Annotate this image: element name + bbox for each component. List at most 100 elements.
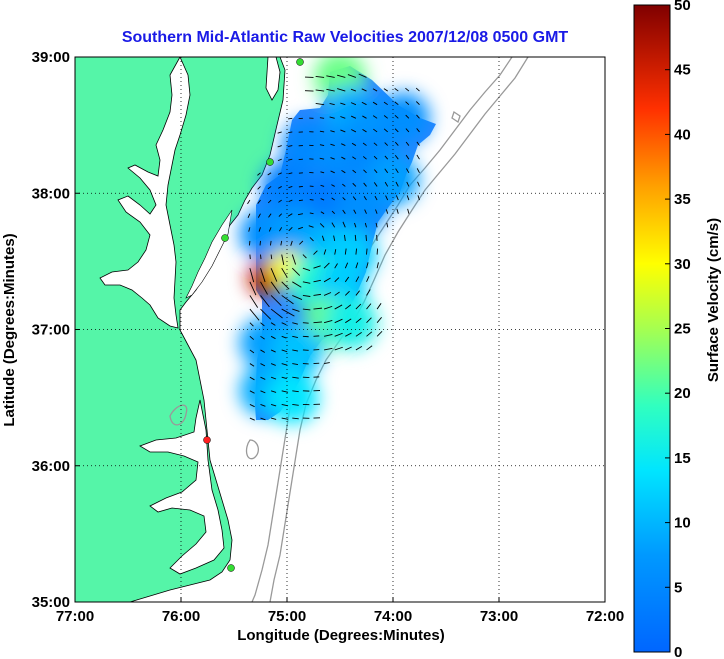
velocity-arrow — [416, 141, 420, 146]
velocity-arrow — [416, 168, 420, 174]
velocity-arrow — [302, 281, 311, 284]
velocity-arrow — [290, 240, 293, 246]
velocity-arrow — [260, 349, 266, 353]
velocity-arrow — [249, 417, 255, 421]
velocity-arrow — [395, 168, 399, 174]
velocity-arrow — [323, 262, 330, 269]
colorbar-tick-label: 35 — [674, 191, 691, 208]
velocity-arrow — [288, 186, 293, 189]
chesapeake-bay — [99, 57, 191, 329]
velocity-arrow — [320, 184, 325, 187]
velocity-arrow — [336, 74, 346, 78]
velocity-arrow — [331, 210, 336, 215]
velocity-arrow — [309, 212, 314, 215]
velocity-arrow — [270, 268, 278, 282]
velocity-arrow — [257, 172, 261, 176]
velocity-arrow — [292, 390, 299, 393]
velocity-arrow — [366, 248, 368, 255]
velocity-arrow — [374, 195, 378, 201]
velocity-arrow — [376, 317, 382, 323]
velocity-arrow — [366, 331, 373, 337]
velocity-arrow — [288, 172, 293, 175]
velocity-arrow — [292, 363, 299, 366]
velocity-arrow — [395, 195, 399, 201]
colorbar-tick-label: 25 — [674, 321, 691, 338]
velocity-arrow — [415, 101, 420, 106]
velocity-arrow — [385, 195, 389, 201]
velocity-arrow — [406, 195, 410, 201]
velocity-arrow — [270, 404, 277, 407]
velocity-arrow — [315, 89, 325, 92]
velocity-arrow — [323, 320, 333, 324]
colorbar-tick-label: 40 — [674, 126, 691, 143]
velocity-arrow — [315, 103, 325, 106]
velocity-arrow — [329, 103, 335, 106]
velocity-arrow — [277, 158, 282, 162]
velocity-arrow — [362, 142, 367, 146]
velocity-arrow — [257, 199, 261, 204]
velocity-arrow — [288, 226, 293, 232]
velocity-arrow — [292, 308, 300, 312]
velocity-arrow — [281, 308, 295, 317]
velocity-arrow — [292, 322, 298, 325]
velocity-arrow — [405, 154, 410, 160]
velocity-arrow — [363, 196, 367, 201]
velocity-arrow — [384, 181, 389, 187]
velocity-arrow — [355, 276, 360, 283]
velocity-arrow — [331, 184, 335, 187]
velocity-arrow — [329, 116, 335, 119]
velocity-arrow — [361, 88, 367, 92]
velocity-arrow — [260, 363, 266, 367]
velocity-arrow — [323, 249, 327, 255]
velocity-arrow — [298, 199, 303, 202]
velocity-arrow — [394, 114, 399, 119]
velocity-arrow — [334, 263, 338, 269]
velocity-arrow — [384, 168, 389, 174]
velocity-arrow — [260, 308, 272, 320]
velocity-arrow — [405, 101, 410, 106]
velocity-arrow — [334, 318, 343, 324]
velocity-arrow — [326, 75, 335, 78]
velocity-arrow — [324, 362, 330, 365]
velocity-arrow — [345, 304, 352, 310]
velocity-arrow — [405, 141, 410, 146]
velocity-arrow — [313, 293, 321, 296]
velocity-arrow — [277, 186, 282, 189]
velocity-arrow — [288, 131, 293, 134]
velocity-arrow — [324, 347, 333, 351]
velocity-arrow — [249, 322, 254, 327]
velocity-arrow — [344, 234, 346, 242]
velocity-arrow — [280, 240, 283, 246]
velocity-arrow — [345, 318, 352, 324]
velocity-arrow — [270, 417, 277, 420]
velocity-arrow — [341, 143, 346, 146]
velocity-arrow — [258, 227, 261, 232]
velocity-arrow — [313, 265, 321, 269]
velocity-arrow — [260, 281, 268, 295]
velocity-arrow — [355, 290, 360, 296]
velocity-arrow — [375, 209, 378, 214]
velocity-arrow — [415, 87, 420, 92]
velocity-arrow — [249, 376, 255, 381]
colorbar-tick-label: 0 — [674, 644, 682, 659]
velocity-arrow — [341, 170, 346, 174]
velocity-arrow — [323, 292, 332, 296]
velocity-arrow — [319, 223, 325, 228]
velocity-arrow — [364, 222, 367, 228]
velocity-arrow — [288, 117, 293, 120]
velocity-arrow — [278, 199, 282, 203]
velocity-arrow — [355, 248, 358, 255]
velocity-arrow — [291, 267, 301, 276]
velocity-arrow — [270, 295, 282, 307]
y-tick-label: 36:00 — [32, 458, 70, 475]
velocity-arrow — [326, 88, 335, 92]
colorbar-tick-label: 30 — [674, 256, 691, 273]
x-tick-label: 74:00 — [374, 608, 412, 625]
velocity-arrow — [249, 335, 255, 340]
velocity-arrow — [267, 186, 272, 190]
velocity-arrow — [292, 295, 303, 300]
velocity-arrow — [292, 417, 299, 420]
velocity-arrow — [292, 335, 299, 339]
colorbar-tick-label: 10 — [674, 515, 691, 532]
